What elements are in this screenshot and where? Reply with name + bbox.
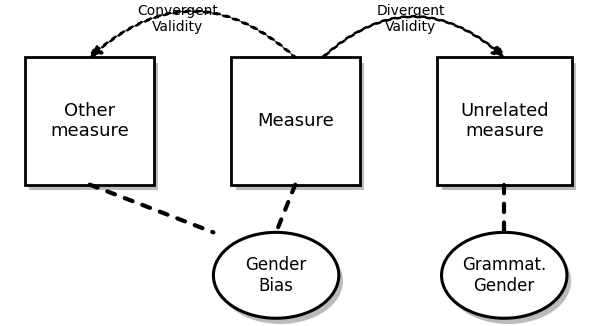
- Text: Convergent
Validity: Convergent Validity: [137, 4, 218, 34]
- FancyArrowPatch shape: [90, 11, 295, 58]
- FancyBboxPatch shape: [437, 57, 572, 185]
- Text: Measure: Measure: [257, 112, 334, 130]
- Text: Grammat.
Gender: Grammat. Gender: [462, 256, 547, 295]
- Text: Gender
Bias: Gender Bias: [245, 256, 307, 295]
- FancyBboxPatch shape: [232, 57, 360, 185]
- FancyBboxPatch shape: [442, 63, 576, 190]
- Text: Other
measure: Other measure: [50, 102, 129, 141]
- FancyBboxPatch shape: [235, 63, 364, 190]
- Text: Divergent
Validity: Divergent Validity: [376, 4, 445, 34]
- FancyBboxPatch shape: [29, 63, 158, 190]
- Ellipse shape: [442, 232, 567, 318]
- Ellipse shape: [218, 238, 343, 324]
- FancyArrowPatch shape: [322, 16, 504, 58]
- Ellipse shape: [446, 238, 571, 324]
- Ellipse shape: [214, 232, 339, 318]
- FancyBboxPatch shape: [25, 57, 154, 185]
- Text: Unrelated
measure: Unrelated measure: [460, 102, 549, 141]
